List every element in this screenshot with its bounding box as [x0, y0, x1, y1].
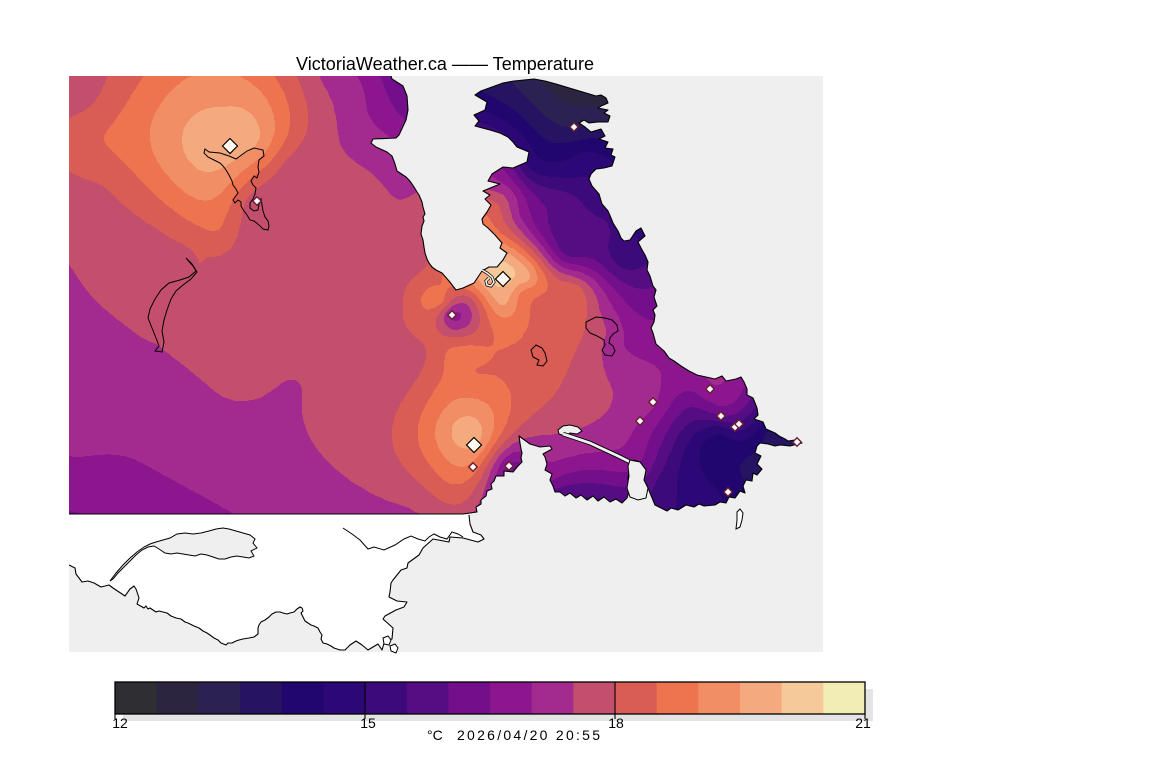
svg-text:°C: °C [427, 727, 443, 743]
svg-text:18: 18 [608, 715, 624, 731]
svg-text:15: 15 [360, 715, 376, 731]
svg-text:21: 21 [855, 715, 871, 731]
svg-text:12: 12 [112, 715, 128, 731]
svg-text:VictoriaWeather.ca —— Temperat: VictoriaWeather.ca —— Temperature [296, 54, 594, 74]
